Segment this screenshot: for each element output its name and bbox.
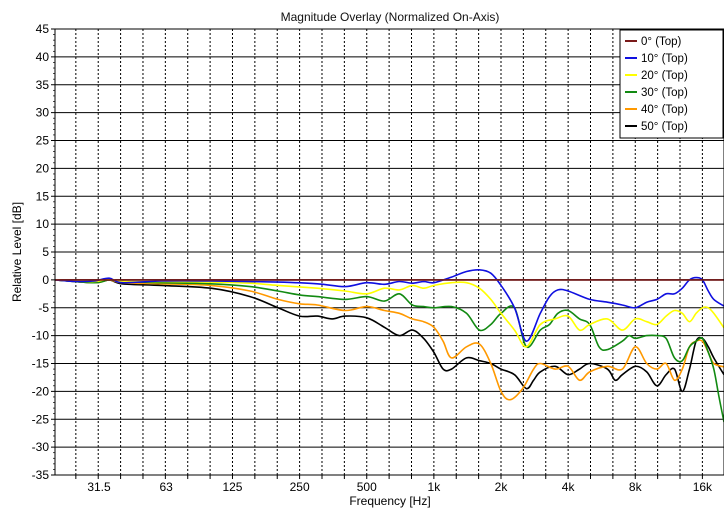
y-tick-label: 20 xyxy=(36,161,50,175)
y-axis-label: Relative Level [dB] xyxy=(10,202,24,302)
y-axis-tick-labels: 45 40 35 30 25 20 15 10 5 0 -5 -10 -15 -20 -25 -30 -35 xyxy=(32,22,50,482)
legend-entry-label: 20° (Top) xyxy=(641,70,688,82)
legend-entry-label: 50° (Top) xyxy=(641,121,688,133)
legend-entry-label: 0° (Top) xyxy=(641,36,682,48)
y-tick-label: 5 xyxy=(42,245,49,259)
x-axis-label: Frequency [Hz] xyxy=(349,494,430,508)
x-tick-label: 8k xyxy=(629,480,643,494)
series-line-20-top xyxy=(55,277,724,348)
legend: 0° (Top) 10° (Top) 20° (Top) 30° (Top) 40° (… xyxy=(619,29,724,139)
y-tick-label: -5 xyxy=(38,301,49,315)
chart-title: Magnitude Overlay (Normalized On-Axis) xyxy=(281,10,500,24)
series-lines xyxy=(55,268,724,423)
y-tick-label: 0 xyxy=(42,273,49,287)
y-tick-label: -35 xyxy=(32,468,50,482)
x-tick-label: 16k xyxy=(693,480,713,494)
y-tick-label: 45 xyxy=(36,22,50,36)
legend-entry-label: 10° (Top) xyxy=(641,53,688,65)
legend-box xyxy=(619,29,724,139)
x-tick-label: 250 xyxy=(290,480,310,494)
x-tick-label: 500 xyxy=(357,480,377,494)
x-tick-label: 2k xyxy=(495,480,509,494)
y-tick-label: 25 xyxy=(36,134,50,148)
legend-entry-label: 30° (Top) xyxy=(641,87,688,99)
y-tick-label: -10 xyxy=(32,329,50,343)
y-tick-label: 40 xyxy=(36,50,50,64)
y-tick-label: 35 xyxy=(36,78,50,92)
series-line-50-top xyxy=(55,279,724,393)
x-tick-label: 1k xyxy=(428,480,442,494)
y-tick-label: -20 xyxy=(32,384,50,398)
x-axis-tick-labels: 31.5 63 125 250 500 1k 2k 4k 8k 16k xyxy=(87,480,713,494)
y-tick-label: 10 xyxy=(36,217,50,231)
series-line-10-top xyxy=(55,268,724,342)
x-tick-label: 63 xyxy=(159,480,173,494)
legend-entry-label: 40° (Top) xyxy=(641,104,688,116)
y-tick-label: 30 xyxy=(36,106,50,120)
x-tick-label: 4k xyxy=(562,480,576,494)
y-tick-label: -15 xyxy=(32,357,50,371)
y-tick-label: 15 xyxy=(36,189,50,203)
x-tick-label: 125 xyxy=(222,480,242,494)
plot-frame xyxy=(54,28,724,476)
y-tick-label: -25 xyxy=(32,412,50,426)
series-line-40-top xyxy=(55,279,724,401)
y-tick-label: -30 xyxy=(32,440,50,454)
x-tick-label: 31.5 xyxy=(87,480,111,494)
